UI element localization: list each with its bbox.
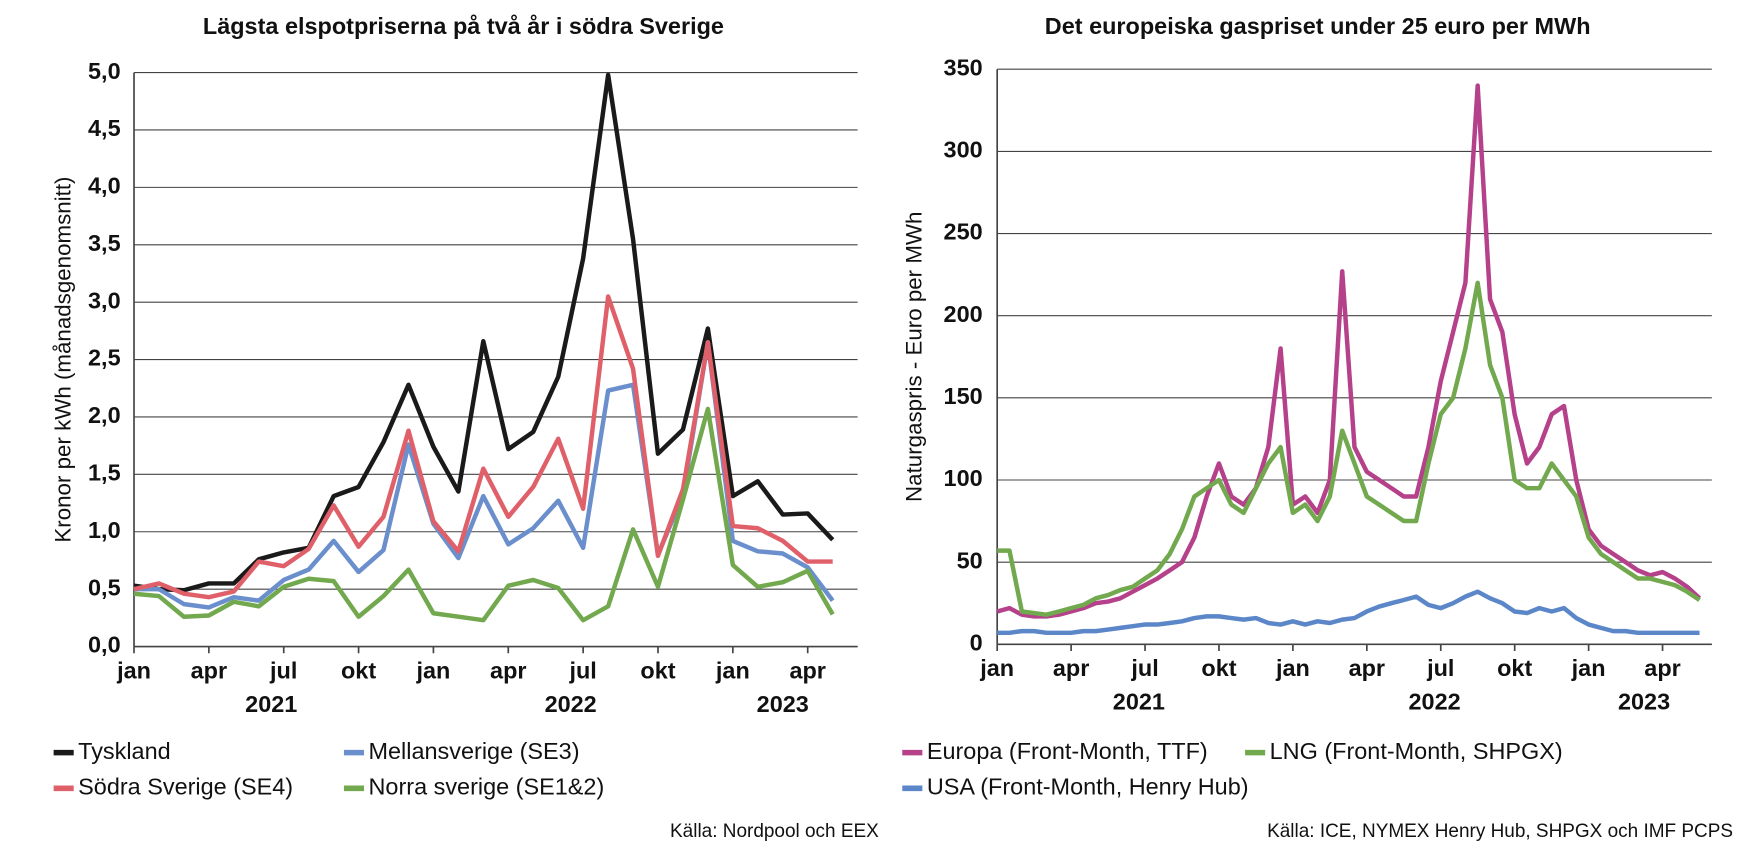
x-tick-label: jan: [1571, 655, 1606, 681]
x-group-label: 2021: [245, 691, 297, 717]
y-tick-label: 0,5: [88, 574, 121, 600]
y-tick-label: 1,0: [88, 517, 121, 543]
legend-label: Europa (Front-Month, TTF): [927, 738, 1208, 764]
y-tick-label: 200: [944, 301, 983, 327]
x-tick-label: jul: [568, 657, 596, 683]
x-tick-label: apr: [1349, 655, 1385, 681]
chart-title: Det europeiska gaspriset under 25 euro p…: [1045, 13, 1591, 39]
y-tick-label: 100: [944, 465, 983, 491]
y-tick-label: 3,5: [88, 230, 121, 256]
x-tick-label: jul: [269, 657, 297, 683]
x-tick-label: apr: [490, 657, 526, 683]
x-group-label: 2023: [757, 691, 809, 717]
y-tick-label: 4,0: [88, 173, 121, 199]
y-tick-label: 5,0: [88, 58, 121, 84]
series-line: [133, 406, 835, 623]
x-tick-label: jan: [1275, 655, 1310, 681]
x-tick-label: jul: [1130, 655, 1158, 681]
y-tick-label: 250: [944, 219, 983, 245]
source: Källa: Nordpool och EEX: [670, 821, 879, 842]
y-tick-label: 300: [944, 137, 983, 163]
x-tick-label: apr: [789, 657, 825, 683]
x-group-label: 2022: [545, 691, 597, 717]
y-tick-label: 350: [944, 54, 983, 80]
chart-title: Lägsta elspotpriserna på två år i södra …: [203, 13, 724, 39]
series-line: [133, 72, 835, 593]
legend-label: Tyskland: [78, 738, 170, 764]
series-line: [997, 280, 1701, 617]
legend-label: LNG (Front-Month, SHPGX): [1270, 738, 1563, 764]
legend-label: Mellansverige (SE3): [369, 738, 580, 764]
series-line: [997, 589, 1700, 636]
x-tick-label: okt: [640, 657, 675, 683]
x-tick-label: apr: [191, 657, 227, 683]
series-line: [133, 294, 833, 600]
y-tick-label: 0: [970, 629, 983, 655]
y-tick-label: 50: [957, 547, 983, 573]
x-tick-label: okt: [1201, 655, 1236, 681]
x-group-label: 2021: [1113, 689, 1165, 715]
series-line: [996, 83, 1702, 619]
y-axis-label: Kronor per kWh (månadsgenomsnitt): [51, 177, 76, 543]
y-tick-label: 0,0: [88, 632, 121, 658]
y-tick-label: 4,5: [88, 115, 121, 141]
x-tick-label: jul: [1426, 655, 1454, 681]
y-tick-label: 150: [944, 383, 983, 409]
y-tick-label: 2,0: [88, 402, 121, 428]
y-axis-label: Naturgaspris - Euro per MWh: [902, 212, 927, 502]
legend-label: Norra sverige (SE1&2): [369, 774, 605, 800]
x-tick-label: apr: [1053, 655, 1089, 681]
y-tick-label: 3,0: [88, 287, 121, 313]
x-tick-label: jan: [979, 655, 1014, 681]
x-tick-label: apr: [1644, 655, 1680, 681]
legend-label: USA (Front-Month, Henry Hub): [927, 774, 1249, 800]
x-tick-label: jan: [715, 657, 750, 683]
x-tick-label: jan: [415, 657, 450, 683]
y-tick-label: 1,5: [88, 460, 121, 486]
x-tick-label: okt: [1497, 655, 1532, 681]
x-tick-label: jan: [116, 657, 151, 683]
x-group-label: 2022: [1409, 689, 1461, 715]
x-tick-label: okt: [341, 657, 376, 683]
x-group-label: 2023: [1618, 689, 1670, 715]
y-tick-label: 2,5: [88, 345, 121, 371]
source: Källa: ICE, NYMEX Henry Hub, SHPGX och I…: [1267, 821, 1733, 842]
legend-label: Södra Sverige (SE4): [78, 774, 293, 800]
